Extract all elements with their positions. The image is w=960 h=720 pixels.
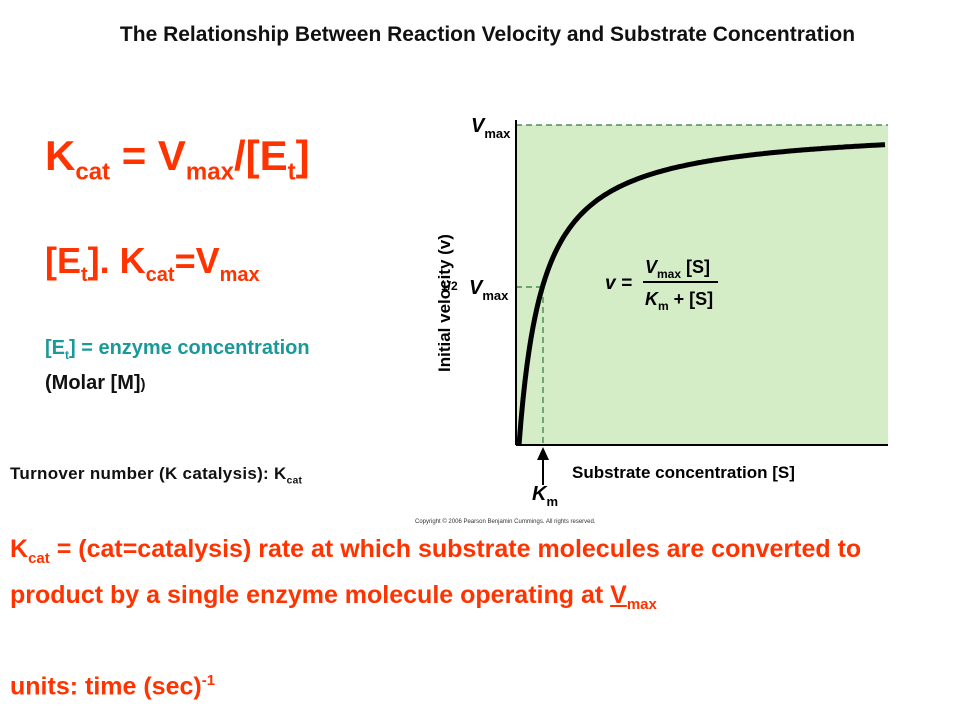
units-label: units: time (sec)-1 — [10, 672, 216, 701]
equation-numerator: Vmax [S] — [645, 257, 710, 281]
km-arrowhead — [537, 447, 549, 460]
kcat-vmax-equation: Kcat = Vmax/[Et] — [45, 132, 310, 186]
vmax-label: Vmax — [471, 115, 511, 141]
plot-area — [516, 125, 888, 445]
km-label: Km — [532, 483, 558, 509]
et-kcat-equation: [Et]. Kcat=Vmax — [45, 240, 260, 287]
equation-denominator: Km + [S] — [645, 289, 713, 313]
michaelis-menten-curve — [516, 142, 886, 446]
y-axis-title: Initial velocity (v) — [435, 234, 454, 372]
kcat-definition: Kcat = (cat=catalysis) rate at which sub… — [10, 535, 862, 613]
half-vmax-label: Vmax — [469, 277, 509, 303]
half-fraction-label: 1/2 — [441, 279, 458, 293]
page-title: The Relationship Between Reaction Veloci… — [119, 23, 856, 46]
equation-lhs: v = — [605, 273, 632, 294]
enzyme-concentration-definition: [Et] = enzyme concentration (Molar [M]) — [45, 337, 310, 394]
x-axis-title: Substrate concentration [S] — [572, 463, 795, 482]
turnover-number-label: Turnover number (K catalysis): Kcat — [10, 464, 303, 487]
michaelis-menten-diagram: Vmax 1/2 Vmax Initial velocity (v) Subst… — [415, 115, 888, 525]
copyright-text: Copyright © 2006 Pearson Benjamin Cummin… — [415, 518, 596, 525]
